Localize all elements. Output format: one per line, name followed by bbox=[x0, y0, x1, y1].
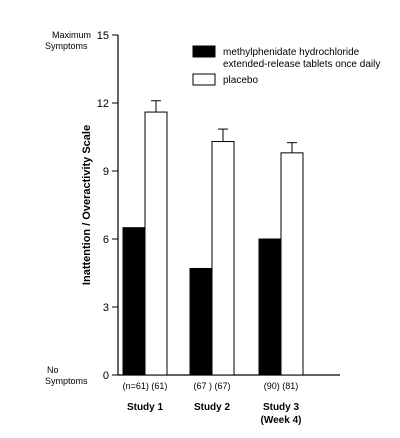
legend-label-methylphenidate: extended-release tablets once daily bbox=[223, 59, 380, 70]
category-label: Study 2 bbox=[194, 402, 231, 413]
legend: methylphenidate hydrochlorideextended-re… bbox=[192, 45, 380, 86]
y-tick-label: 0 bbox=[103, 370, 109, 382]
legend-swatch-methylphenidate bbox=[192, 45, 216, 58]
bar-placebo bbox=[211, 141, 235, 376]
sample-size-label: (n=61) (61) bbox=[123, 381, 168, 391]
sample-size-label: (90) (81) bbox=[264, 381, 299, 391]
y-tick-label: 6 bbox=[103, 234, 109, 246]
category-label: Study 1 bbox=[127, 402, 164, 413]
y-max-annotation-line1: Maximum bbox=[52, 30, 91, 40]
y-max-annotation-line2: Symptoms bbox=[45, 41, 88, 51]
x-axis-labels: (n=61) (61) Study 1 (67 ) (67) Study 2 (90) … bbox=[123, 381, 302, 426]
y-tick-label: 12 bbox=[97, 98, 109, 110]
category-sublabel: (Week 4) bbox=[261, 415, 302, 426]
legend-label-methylphenidate: methylphenidate hydrochloride bbox=[223, 47, 360, 58]
bar-methylphenidate bbox=[122, 227, 146, 376]
y-axis-title: Inattention / Overactivity Scale bbox=[81, 125, 93, 285]
category-label: Study 3 bbox=[263, 402, 300, 413]
y-tick-label: 9 bbox=[103, 166, 109, 178]
y-tick-label: 15 bbox=[97, 30, 109, 42]
legend-swatch-placebo bbox=[192, 73, 216, 86]
bar-placebo bbox=[144, 111, 168, 376]
y-axis-ticks: 0 3 6 9 12 15 bbox=[97, 30, 118, 382]
sample-size-label: (67 ) (67) bbox=[193, 381, 230, 391]
y-min-annotation-line2: Symptoms bbox=[45, 376, 88, 386]
bar-placebo bbox=[280, 152, 304, 376]
bar-series bbox=[122, 100, 304, 376]
y-tick-label: 3 bbox=[103, 302, 109, 314]
bar-methylphenidate bbox=[258, 238, 282, 376]
bar-methylphenidate bbox=[189, 267, 213, 376]
legend-label-placebo: placebo bbox=[223, 75, 258, 86]
y-min-annotation-line1: No bbox=[47, 365, 59, 375]
